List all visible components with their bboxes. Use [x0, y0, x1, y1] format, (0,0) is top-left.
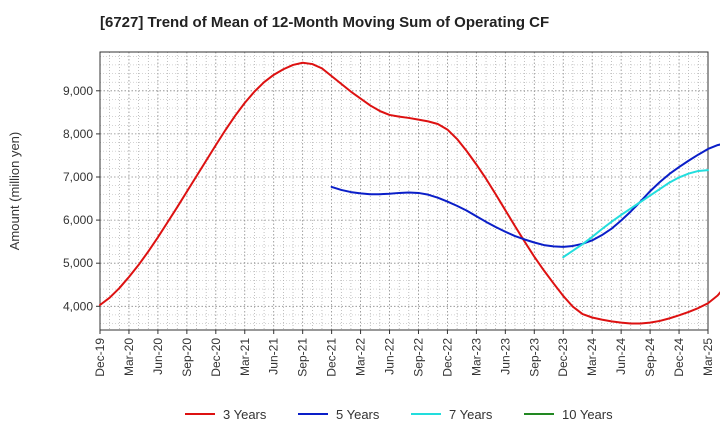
x-tick-label: Sep-21: [296, 338, 310, 377]
x-tick-label: Dec-19: [93, 338, 107, 377]
legend-label-10-years: 10 Years: [562, 407, 613, 422]
x-tick-label: Dec-22: [440, 338, 454, 377]
y-axis-label: Amount (million yen): [7, 132, 22, 251]
y-axis: 4,000 5,000 6,000 7,000 8,000 9,000: [63, 84, 100, 313]
x-tick-label: Mar-24: [585, 338, 599, 376]
series-line-3-years: [99, 61, 720, 325]
x-tick-label: Mar-23: [469, 338, 483, 376]
x-tick-label: Mar-25: [701, 338, 715, 376]
x-tick-label: Sep-20: [180, 338, 194, 377]
x-tick-label: Jun-22: [383, 338, 397, 375]
legend-label-5-years: 5 Years: [336, 407, 380, 422]
y-tick-label: 6,000: [63, 213, 93, 227]
series-line-7-years: [562, 169, 709, 259]
x-tick-label: Jun-24: [614, 338, 628, 375]
legend: 3 Years 5 Years 7 Years 10 Years: [185, 407, 613, 422]
legend-label-7-years: 7 Years: [449, 407, 493, 422]
x-tick-label: Jun-20: [151, 338, 165, 375]
y-tick-label: 8,000: [63, 127, 93, 141]
series-layer: [99, 61, 720, 325]
gridlines: [99, 52, 709, 330]
x-tick-label: Sep-23: [527, 338, 541, 377]
y-tick-label: 9,000: [63, 84, 93, 98]
y-tick-label: 4,000: [63, 299, 93, 313]
x-tick-label: Dec-20: [209, 338, 223, 377]
x-tick-label: Dec-23: [556, 338, 570, 377]
x-tick-label: Jun-23: [498, 338, 512, 375]
chart-title: [6727] Trend of Mean of 12-Month Moving …: [100, 14, 549, 31]
y-tick-label: 7,000: [63, 170, 93, 184]
x-axis: Dec-19 Mar-20 Jun-20 Sep-20 Dec-20 Mar-21 Jun-…: [93, 330, 715, 377]
x-tick-label: Dec-21: [325, 338, 339, 377]
x-tick-label: Sep-22: [411, 338, 425, 377]
x-tick-label: Dec-24: [672, 338, 686, 377]
y-tick-label: 5,000: [63, 256, 93, 270]
x-tick-label: Sep-24: [643, 338, 657, 377]
series-line-5-years: [330, 143, 720, 248]
legend-label-3-years: 3 Years: [223, 407, 267, 422]
x-tick-label: Mar-21: [238, 338, 252, 376]
x-tick-label: Jun-21: [267, 338, 281, 375]
plot-frame: [99, 51, 709, 331]
x-tick-label: Mar-20: [122, 338, 136, 376]
x-tick-label: Mar-22: [354, 338, 368, 376]
